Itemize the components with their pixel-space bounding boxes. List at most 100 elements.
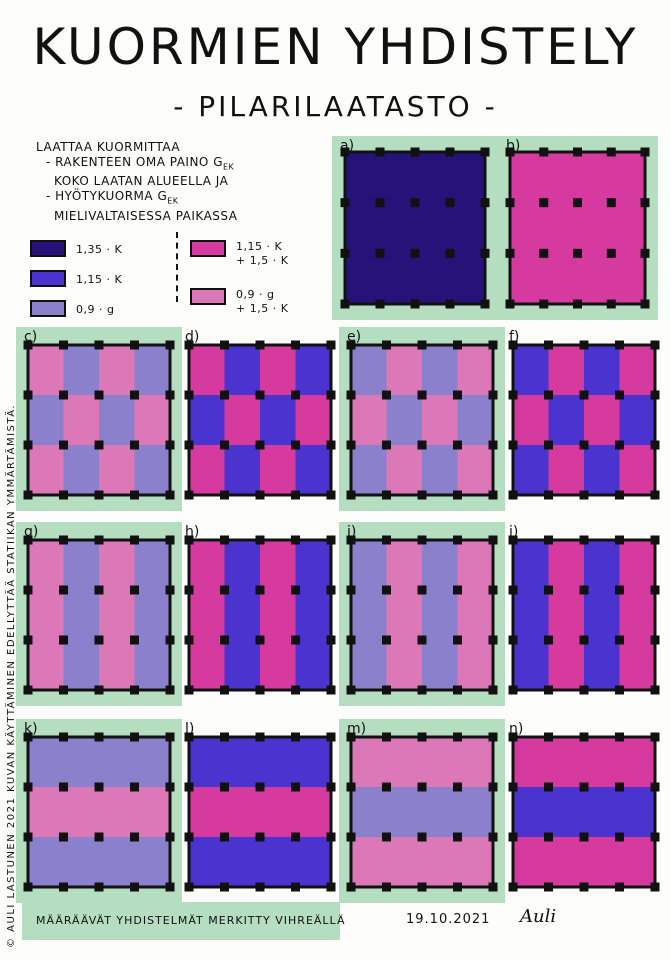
column-marker — [130, 782, 139, 792]
column-marker — [165, 340, 175, 350]
column-marker — [382, 535, 391, 545]
panel-label: l) — [185, 721, 194, 737]
column-marker — [59, 882, 68, 892]
column-marker — [488, 390, 498, 400]
column-marker — [130, 585, 139, 595]
slab-field — [351, 737, 494, 788]
column-marker — [544, 882, 553, 892]
column-marker — [255, 732, 265, 742]
column-marker — [488, 782, 498, 792]
legend-swatch-e — [190, 288, 226, 305]
column-marker — [382, 782, 391, 792]
column-marker — [417, 882, 427, 892]
column-marker — [220, 535, 229, 545]
slab-field — [134, 395, 171, 446]
column-marker — [130, 340, 139, 350]
column-marker — [445, 299, 455, 309]
column-marker — [23, 635, 33, 645]
column-marker — [615, 440, 624, 450]
column-marker — [508, 535, 518, 545]
slab-field — [295, 345, 332, 396]
slab-panel-a: a) — [332, 136, 500, 320]
column-marker — [94, 635, 104, 645]
column-marker — [184, 585, 194, 595]
column-marker — [23, 585, 33, 595]
column-marker — [255, 832, 265, 842]
slab-field — [99, 540, 135, 691]
column-marker — [291, 685, 300, 695]
column-marker — [640, 248, 650, 258]
intro-line-5: MIELIVALTAISESSA PAIKASSA — [54, 208, 238, 223]
column-marker — [650, 635, 660, 645]
column-marker — [94, 340, 104, 350]
column-marker — [346, 882, 356, 892]
column-marker — [505, 147, 515, 157]
column-marker — [291, 635, 300, 645]
column-marker — [94, 832, 104, 842]
column-marker — [94, 685, 104, 695]
panel-label: j) — [508, 524, 518, 540]
column-marker — [94, 440, 104, 450]
column-marker — [184, 685, 194, 695]
column-marker — [130, 635, 139, 645]
column-marker — [606, 147, 616, 157]
column-marker — [615, 535, 624, 545]
slab-panel-k: k) — [16, 719, 182, 903]
slab-field — [548, 540, 585, 691]
intro-line-3: KOKO LAATAN ALUEELLA JA — [54, 174, 229, 189]
column-marker — [505, 299, 515, 309]
slab-panel-g: g) — [16, 522, 182, 706]
column-marker — [615, 685, 624, 695]
column-marker — [453, 535, 462, 545]
column-marker — [255, 535, 265, 545]
column-marker — [220, 685, 229, 695]
column-marker — [445, 147, 455, 157]
column-marker — [220, 832, 229, 842]
column-marker — [650, 782, 660, 792]
column-marker — [488, 732, 498, 742]
column-marker — [59, 635, 68, 645]
slab-field — [99, 445, 135, 496]
slab-field — [513, 445, 549, 496]
column-marker — [650, 390, 660, 400]
column-marker — [255, 585, 265, 595]
slab-field — [224, 345, 261, 396]
panel-label: m) — [347, 721, 366, 737]
column-marker — [94, 535, 104, 545]
column-marker — [579, 390, 589, 400]
column-marker — [640, 299, 650, 309]
column-marker — [508, 340, 518, 350]
column-marker — [615, 390, 624, 400]
column-marker — [340, 248, 350, 258]
column-marker — [579, 535, 589, 545]
column-marker — [346, 732, 356, 742]
column-marker — [488, 490, 498, 500]
column-marker — [291, 340, 300, 350]
slab-field — [513, 345, 549, 396]
column-marker — [453, 782, 462, 792]
column-marker — [606, 299, 616, 309]
column-marker — [579, 732, 589, 742]
column-marker — [453, 832, 462, 842]
panel-label: g) — [24, 524, 38, 540]
column-marker — [59, 732, 68, 742]
slab-field — [457, 540, 494, 691]
column-marker — [615, 340, 624, 350]
column-marker — [544, 340, 553, 350]
column-marker — [130, 685, 139, 695]
slab-field — [63, 345, 100, 396]
column-marker — [375, 198, 385, 208]
column-marker — [291, 832, 300, 842]
column-marker — [544, 635, 553, 645]
column-marker — [488, 685, 498, 695]
column-marker — [346, 390, 356, 400]
column-marker — [480, 299, 490, 309]
column-marker — [508, 635, 518, 645]
column-marker — [417, 635, 427, 645]
panel-label: h) — [185, 524, 199, 540]
column-marker — [579, 635, 589, 645]
column-marker — [615, 832, 624, 842]
slab-field — [351, 345, 387, 396]
column-marker — [453, 585, 462, 595]
column-marker — [255, 882, 265, 892]
